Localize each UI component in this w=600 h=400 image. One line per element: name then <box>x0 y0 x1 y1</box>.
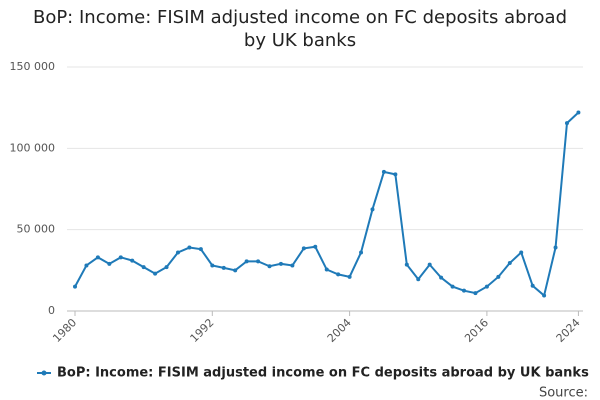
point <box>198 247 203 252</box>
point <box>576 110 581 115</box>
legend-text: BoP: Income: FISIM adjusted income on FC… <box>57 366 589 381</box>
x-tick-label: 2016 <box>462 316 491 345</box>
point <box>462 288 467 293</box>
x-tick-label: 2004 <box>325 316 354 345</box>
point <box>359 250 364 255</box>
point <box>381 169 386 174</box>
point <box>164 265 169 270</box>
point <box>473 291 478 296</box>
point <box>256 259 261 264</box>
point <box>221 265 226 270</box>
point <box>130 258 135 263</box>
y-tick-label: 100 000 <box>10 141 56 154</box>
point <box>439 275 444 280</box>
point <box>210 263 215 268</box>
point <box>175 250 180 255</box>
point <box>290 263 295 268</box>
point <box>564 121 569 126</box>
point <box>507 261 512 266</box>
point <box>553 245 558 250</box>
point <box>267 264 272 269</box>
point <box>313 244 318 249</box>
point <box>542 293 547 298</box>
point <box>336 272 341 277</box>
point <box>244 259 249 264</box>
legend-point <box>41 370 47 376</box>
point <box>324 267 329 272</box>
point <box>370 207 375 212</box>
y-tick-label: 50 000 <box>17 223 56 236</box>
point <box>530 283 535 288</box>
point <box>484 284 489 289</box>
point <box>301 246 306 251</box>
point <box>427 262 432 267</box>
point <box>187 245 192 250</box>
point <box>73 284 78 289</box>
point <box>84 263 89 268</box>
point <box>347 274 352 279</box>
point <box>450 284 455 289</box>
y-tick-label: 150 000 <box>10 60 56 73</box>
point <box>118 255 123 260</box>
y-tick-label: 0 <box>48 304 55 317</box>
point <box>233 268 238 273</box>
point <box>416 277 421 282</box>
source: Source: <box>539 386 588 400</box>
point <box>278 261 283 266</box>
x-tick-label: 2024 <box>554 316 583 345</box>
point <box>404 262 409 267</box>
point <box>496 274 501 279</box>
point <box>95 255 100 260</box>
chart-title: BoP: Income: FISIM adjusted income on FC… <box>32 7 568 51</box>
point <box>141 265 146 270</box>
point <box>153 271 158 276</box>
point <box>519 250 524 255</box>
x-tick-label: 1992 <box>188 316 217 345</box>
x-tick-label: 1980 <box>50 316 79 345</box>
point <box>393 172 398 177</box>
point <box>107 261 112 266</box>
